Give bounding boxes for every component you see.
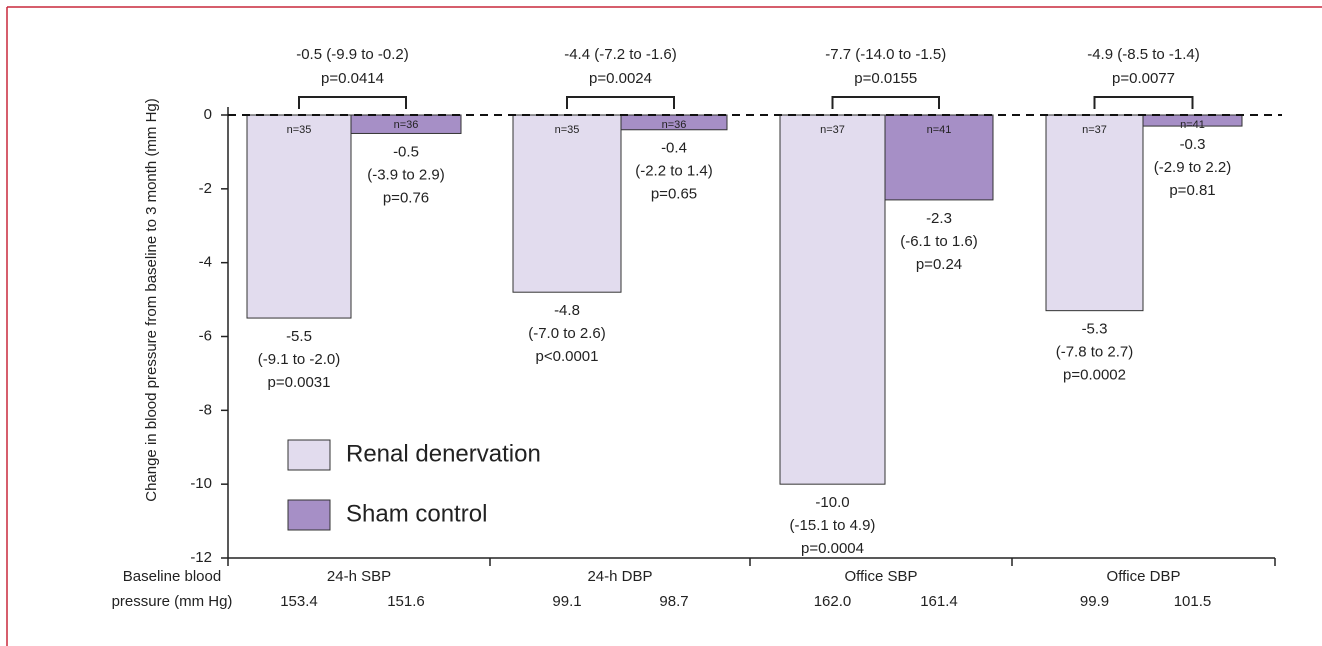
value-label: -10.0 xyxy=(815,494,849,511)
bar xyxy=(1142,114,1243,127)
value-label: -0.5 xyxy=(393,143,419,160)
ci-label: (-2.9 to 2.2) xyxy=(1154,159,1232,176)
p-label: p=0.81 xyxy=(1169,182,1215,199)
bracket xyxy=(1093,96,1194,109)
baseline-value: 101.5 xyxy=(1174,593,1212,610)
ci-label: (-15.1 to 4.9) xyxy=(790,517,876,534)
comparison-p: p=0.0077 xyxy=(1112,70,1175,87)
x-tick-label: Office SBP xyxy=(844,568,917,585)
n-label: n=37 xyxy=(1082,124,1107,136)
p-label: p=0.76 xyxy=(383,189,429,206)
y-tick-label: -12 xyxy=(190,549,212,566)
ci-label: (-2.2 to 1.4) xyxy=(635,163,713,180)
n-label: n=35 xyxy=(555,124,580,136)
comparison-p: p=0.0155 xyxy=(854,70,917,87)
legend-swatch xyxy=(287,499,331,531)
legend-swatch xyxy=(287,439,331,471)
baseline-value: 99.9 xyxy=(1080,593,1109,610)
x-tick-label: 24-h SBP xyxy=(327,568,391,585)
baseline-label: pressure (mm Hg) xyxy=(112,593,233,610)
bar xyxy=(512,114,622,293)
value-label: -5.5 xyxy=(286,328,312,345)
baseline-value: 151.6 xyxy=(387,593,425,610)
bar xyxy=(620,114,728,131)
ci-label: (-6.1 to 1.6) xyxy=(900,233,978,250)
ci-label: (-7.0 to 2.6) xyxy=(528,325,606,342)
comparison-difference: -7.7 (-14.0 to -1.5) xyxy=(825,46,946,63)
n-label: n=37 xyxy=(820,124,845,136)
bar xyxy=(884,114,994,201)
value-label: -4.8 xyxy=(554,302,580,319)
x-tick-label: Office DBP xyxy=(1107,568,1181,585)
p-label: p=0.65 xyxy=(651,186,697,203)
y-axis-title: Change in blood pressure from baseline t… xyxy=(143,98,160,502)
ci-label: (-3.9 to 2.9) xyxy=(367,166,445,183)
y-tick-label: 0 xyxy=(204,106,212,123)
ci-label: (-9.1 to -2.0) xyxy=(258,351,341,368)
bar xyxy=(246,114,352,319)
p-label: p=0.0002 xyxy=(1063,367,1126,384)
bar xyxy=(1045,114,1144,312)
y-tick-label: -2 xyxy=(199,180,212,197)
legend-label: Renal denervation xyxy=(346,440,541,467)
x-tick-label: 24-h DBP xyxy=(587,568,652,585)
value-label: -5.3 xyxy=(1082,321,1108,338)
n-label: n=41 xyxy=(927,124,952,136)
baseline-value: 161.4 xyxy=(920,593,958,610)
n-label: n=35 xyxy=(287,124,312,136)
p-label: p=0.0004 xyxy=(801,540,864,557)
baseline-value: 99.1 xyxy=(552,593,581,610)
value-label: -0.4 xyxy=(661,140,687,157)
baseline-value: 153.4 xyxy=(280,593,318,610)
bracket xyxy=(298,96,407,109)
comparison-difference: -4.4 (-7.2 to -1.6) xyxy=(564,46,677,63)
bar xyxy=(350,114,462,134)
comparison-p: p=0.0414 xyxy=(321,70,384,87)
comparison-difference: -0.5 (-9.9 to -0.2) xyxy=(296,46,409,63)
y-tick-label: -10 xyxy=(190,475,212,492)
bracket xyxy=(831,96,940,109)
baseline-value: 98.7 xyxy=(659,593,688,610)
p-label: p=0.0031 xyxy=(268,374,331,391)
n-label: n=36 xyxy=(394,119,419,131)
value-label: -2.3 xyxy=(926,210,952,227)
n-label: n=41 xyxy=(1180,119,1205,131)
n-label: n=36 xyxy=(662,119,687,131)
y-tick-label: -6 xyxy=(199,327,212,344)
value-label: -0.3 xyxy=(1180,136,1206,153)
baseline-label: Baseline blood xyxy=(123,568,221,585)
bar xyxy=(779,114,886,485)
p-label: p=0.24 xyxy=(916,256,962,273)
bracket xyxy=(566,96,675,109)
y-tick-label: -8 xyxy=(199,401,212,418)
comparison-difference: -4.9 (-8.5 to -1.4) xyxy=(1087,46,1200,63)
ci-label: (-7.8 to 2.7) xyxy=(1056,344,1134,361)
y-tick-label: -4 xyxy=(199,254,212,271)
p-label: p<0.0001 xyxy=(536,348,599,365)
baseline-value: 162.0 xyxy=(814,593,852,610)
legend-label: Sham control xyxy=(346,500,487,527)
comparison-p: p=0.0024 xyxy=(589,70,652,87)
